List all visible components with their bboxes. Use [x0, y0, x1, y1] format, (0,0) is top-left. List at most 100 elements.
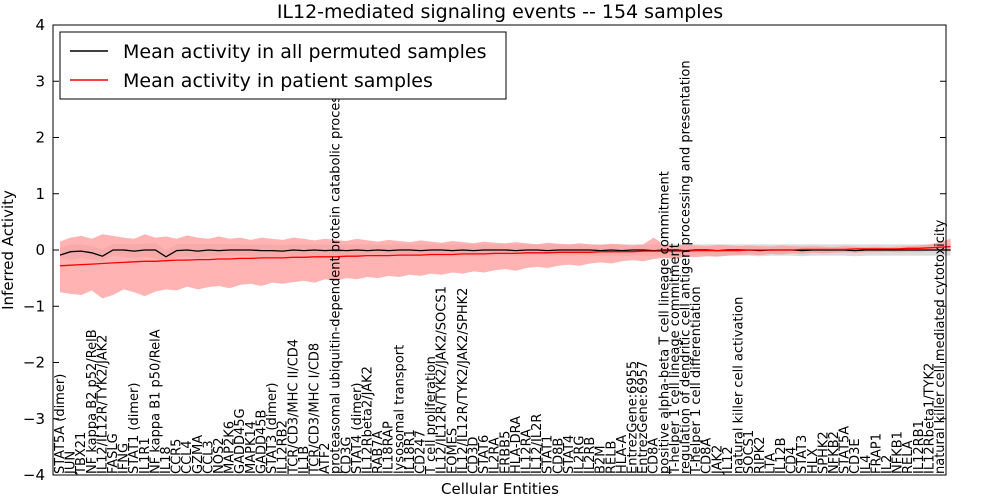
category-label: B2M: [594, 446, 609, 474]
category-label: FASLG: [106, 433, 121, 474]
category-label: NOS2: [212, 438, 227, 474]
category-label: proteasomal ubiquitin-dependent protein …: [329, 89, 344, 474]
y-axis-label: Inferred Activity: [0, 190, 17, 310]
category-label: EntrezGene:6957: [636, 361, 651, 474]
category-label: HLA-A: [615, 435, 630, 474]
category-label: STAT3 (dimer): [265, 383, 280, 474]
category-label: HLX: [806, 448, 821, 474]
category-label: IL18R1: [403, 429, 418, 474]
category-label: STAT5A (dimer): [53, 374, 68, 474]
category-label: CD3G: [339, 437, 354, 474]
category-label: IL4: [859, 455, 874, 474]
category-label: JAK2: [710, 445, 725, 475]
category-label: GZMA: [191, 435, 206, 474]
category-label: CD4: [785, 447, 800, 474]
category-label: TBX21: [74, 432, 89, 475]
category-label: TCR/CD3/MHC I/CD8: [308, 343, 323, 475]
category-label: IL12RA: [520, 429, 535, 474]
category-label: regulation of dendritic cell antigen pro…: [679, 60, 694, 474]
category-label: IL2RA: [488, 437, 503, 474]
category-label: CCL4: [180, 440, 195, 474]
category-label: STAT1 (dimer): [127, 383, 142, 474]
series-line-permuted: [59, 249, 951, 258]
category-label: IL12/IL12R/TYK2/JAK2: [95, 335, 110, 474]
category-label: natural killer cell activation: [732, 297, 747, 474]
category-label: lysosomal transport: [392, 345, 407, 474]
category-label: IL2RG: [573, 436, 588, 474]
category-label: CD3D: [467, 437, 482, 474]
category-label: IL12: [721, 446, 736, 474]
category-label: LTA: [763, 453, 778, 474]
lines-layer: [59, 245, 951, 267]
category-label: IL2RB: [583, 437, 598, 474]
legend-label-permuted: Mean activity in all permuted samples: [123, 41, 486, 63]
category-label: IL12B: [774, 437, 789, 474]
category-label: IFNG: [117, 443, 132, 474]
category-label: JUN: [64, 451, 79, 475]
category-label: RELB: [604, 441, 619, 474]
category-label: NFKB1: [891, 431, 906, 474]
category-label: IL12Rbeta2/JAK2: [361, 366, 376, 474]
category-label: MAPK14: [244, 421, 259, 474]
band-patient: [60, 234, 951, 299]
category-label: EntrezGene:6955: [626, 361, 641, 474]
category-label: IL1R1: [138, 437, 153, 474]
y-tick-label: −4: [23, 466, 45, 484]
category-label: STAT4 (dimer): [350, 383, 365, 474]
category-label: CCR5: [170, 439, 185, 474]
legend-label-patient: Mean activity in patient samples: [123, 70, 433, 92]
category-label: NF kappa B1 p50/RelA: [148, 329, 163, 474]
category-label: CCL3: [201, 440, 216, 474]
y-tick-label: 0: [35, 241, 45, 259]
category-label: IL12/IL2R: [530, 414, 545, 474]
category-label: positive alpha-beta T cell lineage commi…: [657, 171, 672, 474]
category-label: natural killer cell mediated cytotoxicit…: [933, 219, 948, 474]
category-label: HLA-DRA: [509, 416, 524, 474]
category-label: GADD45G: [233, 408, 248, 474]
category-label: EOMES: [445, 428, 460, 474]
category-label: SOCS1: [742, 430, 757, 474]
ticks-layer: −4 −3 −2 −1 0 1 2 3 4: [23, 16, 946, 484]
category-label: ATF2: [318, 442, 333, 474]
category-label: CD247: [414, 430, 429, 474]
category-label: IL2: [880, 455, 895, 474]
y-tick-label: −3: [23, 410, 45, 428]
legend: Mean activity in all permuted samples Me…: [59, 31, 507, 100]
x-axis-label: Cellular Entities: [441, 480, 559, 498]
category-label: IL12RB1: [912, 420, 927, 474]
category-label: IL12/IL12R/TYK2/JAK2/SPHK2: [456, 288, 471, 474]
series-line-patient: [59, 245, 951, 267]
y-tick-label: −2: [23, 354, 45, 372]
plot-frame: [52, 24, 947, 476]
y-tick-label: 1: [35, 185, 45, 203]
category-label: CD8A: [700, 438, 715, 474]
category-label: RAB7A: [371, 430, 386, 474]
category-label: IL1B: [297, 446, 312, 474]
y-tick-label: 3: [35, 72, 45, 90]
y-tick-label: 2: [35, 129, 45, 147]
category-label: FRAP1: [869, 433, 884, 474]
category-label: RIPK2: [753, 436, 768, 474]
category-label: T-helper 1 cell differentiation: [689, 286, 704, 475]
category-label: SPHK2: [816, 431, 831, 474]
category-label: CD3E: [848, 438, 863, 474]
legend-box: [59, 31, 507, 100]
chart-title: IL12-mediated signaling events -- 154 sa…: [277, 1, 723, 23]
category-label: IL12Rbeta1/TYK2: [922, 363, 937, 474]
category-label: CD8A: [647, 438, 662, 474]
category-label: T cell proliferation: [424, 356, 439, 475]
category-label: IL18RAP: [382, 421, 397, 474]
category-label: T-helper 1 cell lineage commitment: [668, 243, 683, 475]
category-label: NF kappa B2 p52/RelB: [85, 329, 100, 474]
category-label: STAT1: [541, 435, 556, 474]
category-label: IL12RB2: [276, 420, 291, 474]
category-label: STAT4: [562, 435, 577, 474]
category-label: CD8B: [551, 438, 566, 474]
category-label: ERBB5: [498, 431, 513, 474]
bands-layer: [60, 234, 951, 299]
category-label: TCR/CD3/MHC II/CD4: [286, 339, 301, 475]
category-label: MAP2K6: [223, 421, 238, 474]
category-label: STAT3: [795, 435, 810, 474]
